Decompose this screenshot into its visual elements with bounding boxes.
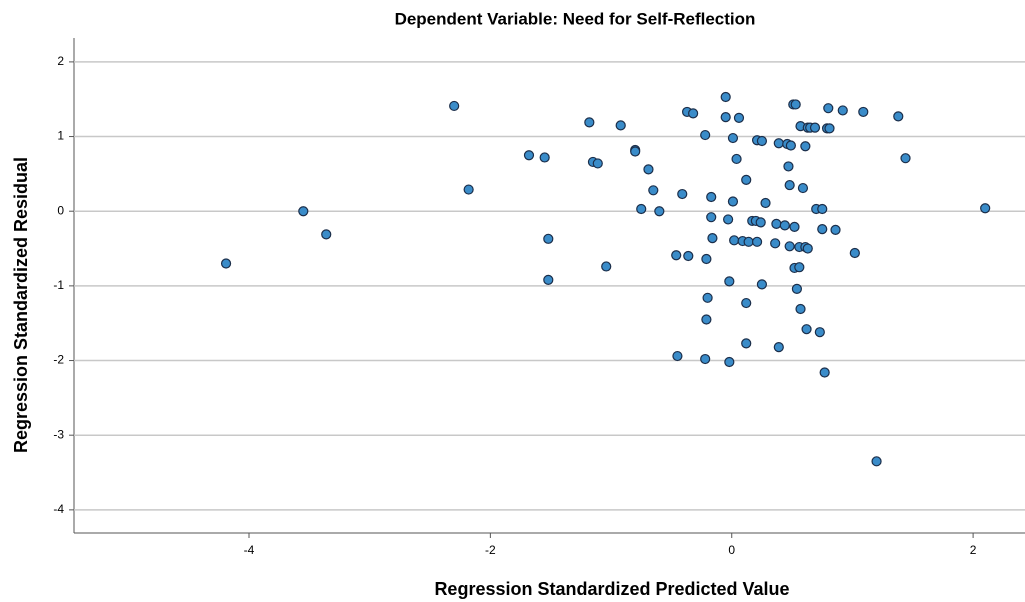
point [543,233,554,244]
x-tick-label: -4 [244,543,255,557]
x-tick-label: 2 [970,543,977,557]
point [683,250,694,262]
point [751,236,763,247]
point [741,174,752,185]
point [724,276,735,287]
point [636,203,647,215]
point [220,258,232,269]
point [790,99,801,110]
point [794,262,805,273]
point [797,182,809,194]
point [771,218,782,230]
point [791,283,803,294]
point [298,206,309,217]
point [671,250,682,261]
point [800,141,811,152]
point [720,91,731,103]
point [900,153,911,164]
point [592,158,603,169]
point [701,314,712,325]
y-tick-label: 0 [57,203,64,217]
point [733,112,745,123]
point [700,129,711,141]
point [743,236,754,247]
point [672,350,683,362]
point [648,185,659,196]
point [795,303,806,315]
point [727,132,739,144]
point [755,217,766,228]
point [980,203,991,214]
y-tick-label: -1 [53,278,64,292]
point [801,324,812,335]
point [823,103,834,114]
point [601,261,612,272]
y-tick-label: 1 [57,129,64,143]
point [785,140,796,151]
x-tick-label: -2 [485,543,496,557]
point [779,220,790,231]
y-tick-label: -4 [53,502,64,516]
point [707,232,718,244]
point [321,229,332,240]
point [814,327,825,338]
point [677,188,688,200]
point [723,214,734,225]
point [802,243,813,254]
point [543,274,554,286]
point [706,212,717,223]
point [523,150,535,161]
point [849,247,860,259]
x-axis-title: Regression Standardized Predicted Value [434,579,789,599]
point [727,196,739,207]
point [784,241,795,252]
point [729,235,740,246]
point [773,138,784,149]
point [724,356,735,368]
point [770,238,781,249]
point [731,153,742,165]
point [756,279,768,290]
point [702,292,713,303]
point [706,191,717,203]
point [824,123,835,134]
chart-title: Dependent Variable: Need for Self-Reflec… [395,9,756,28]
point [615,120,626,131]
x-tick-label: 0 [728,543,735,557]
point [654,206,665,217]
point [643,164,654,175]
point [584,117,595,128]
point [789,221,800,232]
point [688,108,699,119]
y-tick-label: -2 [53,353,64,367]
point [784,179,795,191]
point [783,161,794,172]
point [809,122,821,133]
point [760,197,771,209]
point [539,152,550,163]
point [630,146,641,157]
point [858,106,869,118]
point [871,456,882,467]
y-tick-label: 2 [57,54,64,68]
y-axis-title: Regression Standardized Residual [11,157,31,453]
point [449,100,460,112]
point [701,253,712,265]
point [837,105,848,116]
point [893,111,904,122]
y-tick-label: -3 [53,427,64,441]
point [741,338,752,349]
point [741,297,752,309]
point [773,341,784,353]
point [830,224,841,235]
point [756,135,768,147]
point [819,367,830,378]
point [463,184,474,195]
point [700,353,711,365]
point [817,224,828,235]
point [720,112,731,123]
point [817,203,828,215]
